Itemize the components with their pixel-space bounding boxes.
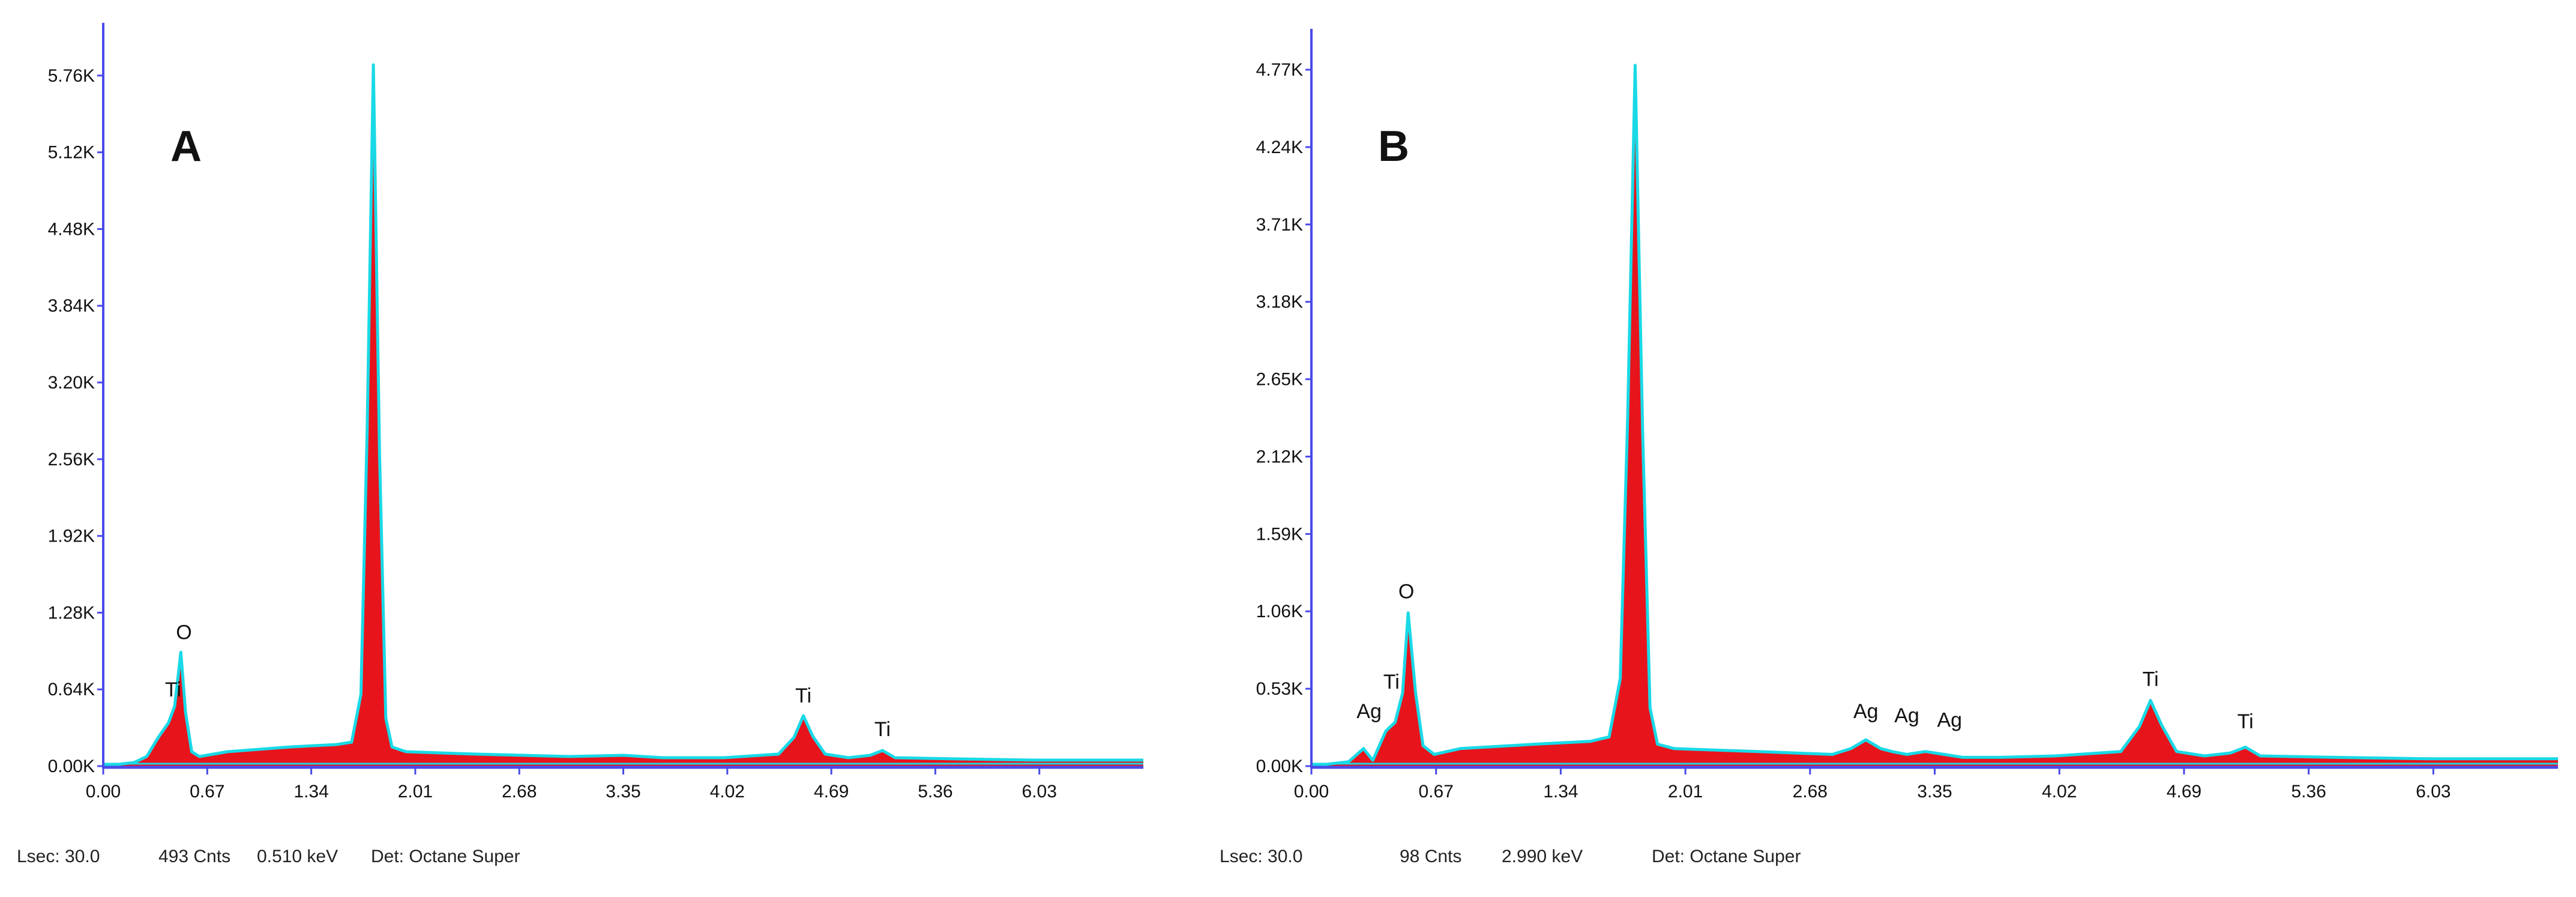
peak-label: Ti xyxy=(165,678,181,701)
status-counts: 493 Cnts xyxy=(158,847,231,866)
x-tick-label: 0.67 xyxy=(1419,782,1454,802)
peak-label: Ag xyxy=(1894,704,1919,727)
status-lsec: Lsec: 30.0 xyxy=(1220,847,1303,866)
x-tick-label: 5.36 xyxy=(2291,782,2326,802)
y-tick-label: 5.76K xyxy=(48,66,95,86)
peak-label: Ti xyxy=(2237,710,2254,733)
y-tick-label: 4.24K xyxy=(1256,137,1303,157)
status-kev: 0.510 keV xyxy=(257,847,339,866)
x-tick-label: 4.69 xyxy=(2167,782,2201,802)
y-tick-label: 3.18K xyxy=(1256,292,1303,312)
y-tick-label: 2.65K xyxy=(1256,370,1303,390)
x-tick-label: 0.00 xyxy=(86,782,121,802)
panel-label: A xyxy=(170,122,202,171)
y-tick-label: 3.71K xyxy=(1256,215,1303,235)
y-tick-label: 1.28K xyxy=(48,603,95,623)
y-tick-label: 5.12K xyxy=(48,143,95,163)
spectrum-fill xyxy=(103,64,1143,766)
x-tick-label: 0.67 xyxy=(190,782,224,802)
x-tick-label: 3.35 xyxy=(1917,782,1952,802)
y-tick-label: 4.48K xyxy=(48,219,95,239)
x-tick-label: 2.68 xyxy=(502,782,537,802)
peak-label: Ag xyxy=(1937,708,1963,731)
peak-label: O xyxy=(1398,580,1414,603)
x-tick-label: 3.35 xyxy=(606,782,640,802)
y-tick-label: 0.53K xyxy=(1256,679,1303,699)
status-counts: 98 Cnts xyxy=(1400,847,1462,866)
status-detector: Det: Octane Super xyxy=(1652,847,1801,866)
peak-label: O xyxy=(176,621,191,644)
peak-label: Ti xyxy=(1383,671,1400,693)
peak-label: Ti xyxy=(874,718,891,741)
x-tick-label: 2.68 xyxy=(1793,782,1828,802)
x-tick-label: 0.00 xyxy=(1294,782,1329,802)
peak-label: Ag xyxy=(1356,700,1382,723)
y-tick-label: 0.00K xyxy=(48,757,95,776)
y-tick-label: 3.20K xyxy=(48,373,95,393)
x-tick-label: 1.34 xyxy=(1543,782,1578,802)
spectrum-outline xyxy=(1311,64,2558,768)
y-tick-label: 1.59K xyxy=(1256,524,1303,544)
status-kev: 2.990 keV xyxy=(1502,847,1583,866)
peak-label: Ti xyxy=(2143,668,2159,690)
spectrum-fill xyxy=(1311,65,2558,766)
x-tick-label: 5.36 xyxy=(918,782,952,802)
peak-label: Ti xyxy=(795,684,811,707)
x-tick-label: 2.01 xyxy=(398,782,433,802)
y-tick-label: 3.84K xyxy=(48,296,95,316)
y-tick-label: 2.56K xyxy=(48,450,95,470)
x-tick-label: 4.69 xyxy=(814,782,849,802)
x-tick-label: 4.02 xyxy=(710,782,745,802)
y-tick-label: 1.06K xyxy=(1256,602,1303,621)
y-tick-label: 0.64K xyxy=(48,680,95,699)
chart-panel-b: 0.00K 0.53K 1.06K 1.59K 2.12K 2.65K 3.18K 3.71K… xyxy=(1256,29,2558,802)
y-tick-label: 4.77K xyxy=(1256,60,1303,80)
x-tick-label: 6.03 xyxy=(1022,782,1057,802)
x-tick-label: 2.01 xyxy=(1668,782,1703,802)
x-tick-label: 6.03 xyxy=(2416,782,2451,802)
panel-label: B xyxy=(1378,122,1409,171)
chart-panel-a: 0.00K 0.64K 1.28K 1.92K 2.56K 3.20K 3.84K 4.48K… xyxy=(48,23,1143,802)
y-tick-label: 1.92K xyxy=(48,527,95,546)
spectrum-outline xyxy=(103,63,1143,768)
peak-label: Ag xyxy=(1853,700,1879,723)
x-tick-label: 1.34 xyxy=(293,782,328,802)
y-tick-label: 0.00K xyxy=(1256,757,1303,776)
y-tick-label: 2.12K xyxy=(1256,447,1303,467)
status-lsec: Lsec: 30.0 xyxy=(17,847,100,866)
x-tick-label: 4.02 xyxy=(2042,782,2077,802)
status-detector: Det: Octane Super xyxy=(371,847,520,866)
